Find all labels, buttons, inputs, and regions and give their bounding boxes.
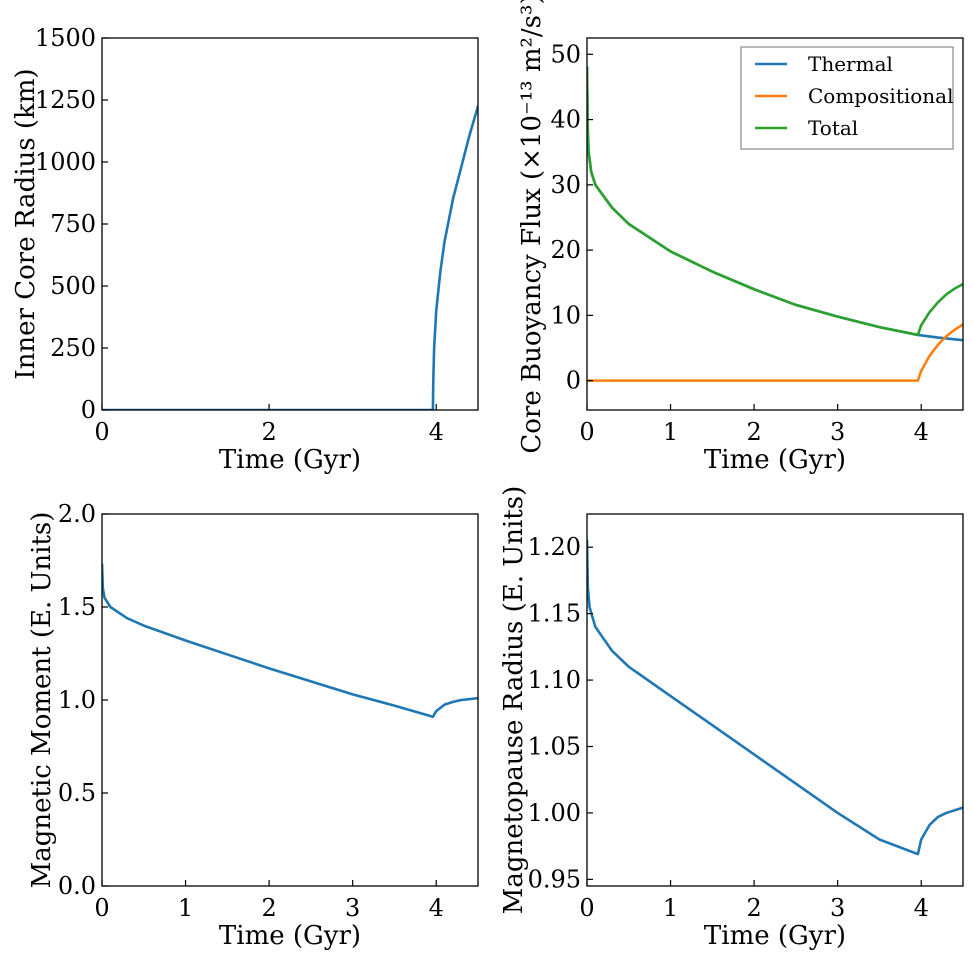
x-tick-label: 3 bbox=[830, 894, 845, 922]
x-tick-label: 2 bbox=[746, 418, 761, 446]
chart-panel-3: 0 1 2 3 4 0.0 0.5 1.0 1.5 2.0 Time (Gyr) Magnetic M… bbox=[27, 500, 479, 951]
y-tick-label: 1500 bbox=[35, 24, 96, 52]
x-axis-label: Time (Gyr) bbox=[219, 921, 361, 951]
x-tick-label: 4 bbox=[914, 894, 929, 922]
series-line-compositional bbox=[587, 323, 963, 382]
x-tick-label: 0 bbox=[94, 894, 109, 922]
legend-label-total: Total bbox=[808, 116, 858, 140]
y-tick-label: 30 bbox=[550, 171, 581, 199]
plot-frame bbox=[101, 513, 479, 887]
x-tick-label: 1 bbox=[663, 894, 678, 922]
y-axis-label: Magnetic Moment (E. Units) bbox=[27, 512, 57, 889]
y-tick-label: 1.5 bbox=[58, 593, 96, 621]
x-axis-label: Time (Gyr) bbox=[704, 921, 846, 951]
legend-label-compositional: Compositional bbox=[808, 84, 954, 108]
y-tick-label: 1.10 bbox=[528, 666, 581, 694]
y-tick-label: 20 bbox=[550, 236, 581, 264]
chart-panel-1: 0 2 4 0 250 500 750 1000 1250 1500 Time (Gyr) Inner… bbox=[11, 24, 479, 475]
x-tick-label: 1 bbox=[178, 894, 193, 922]
x-axis-label: Time (Gyr) bbox=[219, 445, 361, 475]
plot-frame bbox=[586, 37, 964, 411]
legend-label-thermal: Thermal bbox=[808, 52, 893, 76]
series-line-total bbox=[587, 66, 963, 337]
x-tick-label: 2 bbox=[261, 418, 276, 446]
x-tick-label: 3 bbox=[830, 418, 845, 446]
y-tick-label: 0 bbox=[81, 396, 96, 424]
y-tick-label: 250 bbox=[50, 334, 96, 362]
y-tick-label: 1250 bbox=[35, 86, 96, 114]
x-tick-label: 0 bbox=[94, 418, 109, 446]
y-tick-label: 40 bbox=[550, 106, 581, 134]
x-tick-label: 1 bbox=[663, 418, 678, 446]
y-tick-label: 1.0 bbox=[58, 686, 96, 714]
y-tick-label: 1.15 bbox=[528, 600, 581, 628]
plot-frame bbox=[586, 513, 964, 887]
y-axis-label: Magnetopause Radius (E. Units) bbox=[499, 486, 529, 914]
series-line-1 bbox=[102, 562, 478, 719]
chart-panel-4: 0 1 2 3 4 0.95 1.00 1.05 1.10 1.15 1.20 Time (Gyr) M… bbox=[499, 486, 964, 951]
y-axis-label: Core Buoyancy Flux (×10⁻¹³ m²/s³) bbox=[517, 0, 547, 454]
y-tick-label: 2.0 bbox=[58, 500, 96, 528]
y-tick-label: 0.5 bbox=[58, 779, 96, 807]
y-tick-label: 0 bbox=[566, 367, 581, 395]
y-tick-label: 0.0 bbox=[58, 872, 96, 900]
y-tick-label: 1.00 bbox=[528, 799, 581, 827]
x-tick-label: 4 bbox=[914, 418, 929, 446]
x-tick-label: 2 bbox=[261, 894, 276, 922]
y-tick-label: 1000 bbox=[35, 148, 96, 176]
x-tick-label: 3 bbox=[345, 894, 360, 922]
y-tick-label: 10 bbox=[550, 301, 581, 329]
x-tick-label: 0 bbox=[579, 894, 594, 922]
x-axis-label: Time (Gyr) bbox=[704, 445, 846, 475]
x-tick-label: 0 bbox=[579, 418, 594, 446]
y-tick-label: 0.95 bbox=[528, 865, 581, 893]
y-tick-label: 50 bbox=[550, 40, 581, 68]
series-line-1 bbox=[102, 104, 478, 410]
x-tick-label: 4 bbox=[429, 418, 444, 446]
y-tick-label: 750 bbox=[50, 210, 96, 238]
series-line-1 bbox=[587, 539, 963, 856]
y-tick-label: 1.20 bbox=[528, 533, 581, 561]
x-tick-label: 4 bbox=[429, 894, 444, 922]
y-tick-label: 500 bbox=[50, 272, 96, 300]
y-tick-label: 1.05 bbox=[528, 733, 581, 761]
legend: Thermal Compositional Total bbox=[740, 46, 954, 150]
x-tick-label: 2 bbox=[746, 894, 761, 922]
plot-frame bbox=[101, 37, 479, 411]
y-axis-label: Inner Core Radius (km) bbox=[11, 68, 41, 379]
